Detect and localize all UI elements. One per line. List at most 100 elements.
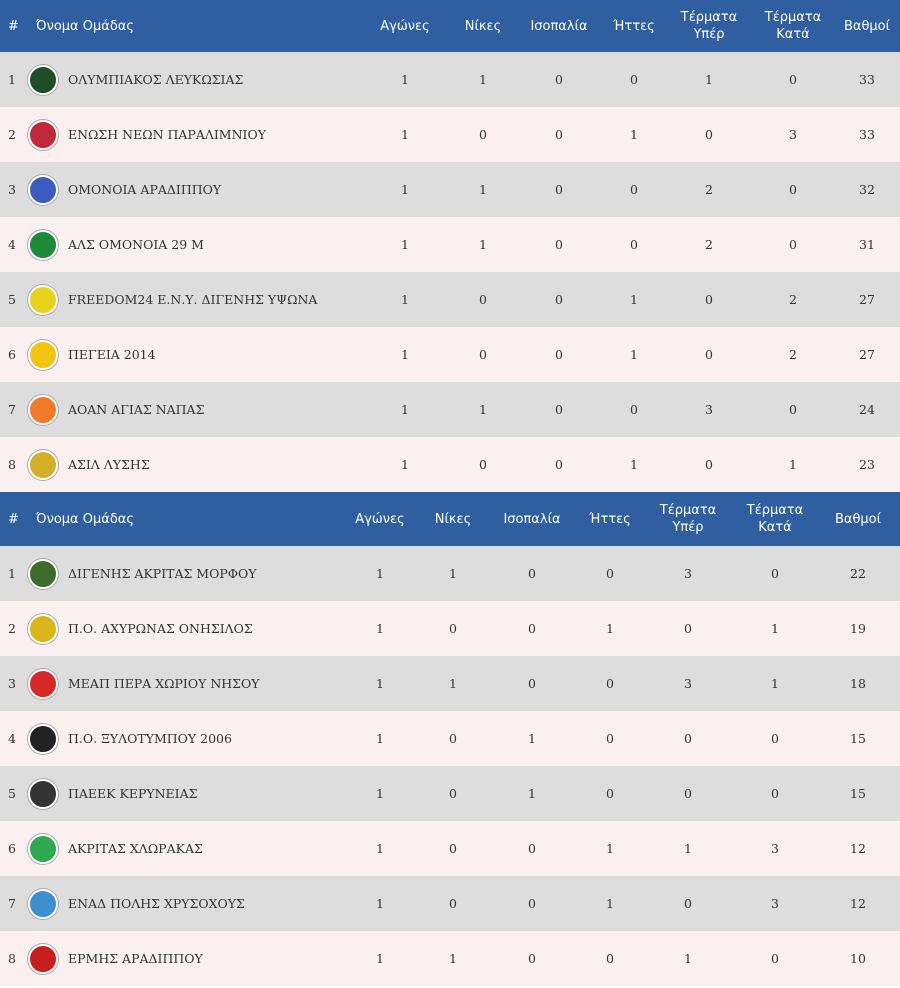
col-header-losses[interactable]: Ήττες [578, 492, 642, 546]
col-header-goals-for[interactable]: Τέρματα Υπέρ [666, 0, 752, 52]
position-cell: 1 [0, 52, 28, 107]
table-row[interactable]: 3 ΜΕΑΠ ΠΕΡΑ ΧΩΡΙΟΥ ΝΗΣΟΥ 1 1 0 0 3 1 18 [0, 656, 900, 711]
team-link[interactable]: ΕΝΩΣΗ ΝΕΩΝ ΠΑΡΑΛΙΜΝΙΟΥ [28, 119, 360, 150]
table-row[interactable]: 7 ΕΝΑΔ ΠΟΛΗΣ ΧΡΥΣΟΧΟΥΣ 1 0 0 1 0 3 12 [0, 876, 900, 931]
goals-against-cell: 3 [734, 821, 816, 876]
table-row[interactable]: 1 ΟΛΥΜΠΙΑΚΟΣ ΛΕΥΚΩΣΙΑΣ 1 1 0 0 1 0 33 [0, 52, 900, 107]
draws-cell: 1 [486, 711, 578, 766]
col-header-played[interactable]: Αγώνες [340, 492, 420, 546]
team-link[interactable]: Π.Ο. ΞΥΛΟΤΥΜΠΟΥ 2006 [28, 723, 340, 754]
wins-cell: 0 [450, 272, 516, 327]
goals-against-cell: 0 [752, 217, 834, 272]
played-cell: 1 [360, 437, 450, 492]
points-cell: 15 [816, 711, 900, 766]
paeek-eagle-icon [28, 778, 58, 809]
team-link[interactable]: Π.Ο. ΑΧΥΡΩΝΑΣ ΟΝΗΣΙΛΟΣ [28, 613, 340, 644]
col-header-losses[interactable]: Ήττες [602, 0, 666, 52]
table-row[interactable]: 5 FREEDOM24 Ε.Ν.Υ. ΔΙΓΕΝΗΣ ΥΨΩΝΑ 1 0 0 1 0 2 27 [0, 272, 900, 327]
team-link[interactable]: FREEDOM24 Ε.Ν.Υ. ΔΙΓΕΝΗΣ ΥΨΩΝΑ [28, 284, 360, 315]
col-header-wins[interactable]: Νίκες [420, 492, 486, 546]
played-cell: 1 [340, 821, 420, 876]
losses-cell: 0 [578, 931, 642, 986]
position-cell: 6 [0, 821, 28, 876]
wins-cell: 1 [450, 382, 516, 437]
played-cell: 1 [340, 876, 420, 931]
col-header-pos[interactable]: # [0, 492, 28, 546]
table-row[interactable]: 4 Π.Ο. ΞΥΛΟΤΥΜΠΟΥ 2006 1 0 1 0 0 0 15 [0, 711, 900, 766]
draws-cell: 0 [486, 656, 578, 711]
team-link[interactable]: ΕΡΜΗΣ ΑΡΑΔΙΠΠΟΥ [28, 943, 340, 974]
team-link[interactable]: ΜΕΑΠ ΠΕΡΑ ΧΩΡΙΟΥ ΝΗΣΟΥ [28, 668, 340, 699]
team-link[interactable]: ΑΣΙΛ ΛΥΣΗΣ [28, 449, 360, 480]
col-header-goals-for[interactable]: Τέρματα Υπέρ [642, 492, 734, 546]
team-link[interactable]: ΟΛΥΜΠΙΑΚΟΣ ΛΕΥΚΩΣΙΑΣ [28, 64, 360, 95]
team-cell: ΟΛΥΜΠΙΑΚΟΣ ΛΕΥΚΩΣΙΑΣ [28, 52, 360, 107]
losses-cell: 0 [602, 382, 666, 437]
col-header-played[interactable]: Αγώνες [360, 0, 450, 52]
team-link[interactable]: ΑΟΑΝ ΑΓΙΑΣ ΝΑΠΑΣ [28, 394, 360, 425]
table-row[interactable]: 5 ΠΑΕΕΚ ΚΕΡΥΝΕΙΑΣ 1 0 1 0 0 0 15 [0, 766, 900, 821]
team-name: ΕΡΜΗΣ ΑΡΑΔΙΠΠΟΥ [68, 951, 203, 966]
goals-against-cell: 0 [734, 546, 816, 601]
points-cell: 18 [816, 656, 900, 711]
team-name: ΑΚΡΙΤΑΣ ΧΛΩΡΑΚΑΣ [68, 841, 203, 856]
table-row[interactable]: 8 ΑΣΙΛ ΛΥΣΗΣ 1 0 0 1 0 1 23 [0, 437, 900, 492]
goals-against-cell: 0 [734, 931, 816, 986]
losses-cell: 0 [602, 217, 666, 272]
wins-cell: 0 [450, 327, 516, 382]
table-row[interactable]: 2 ΕΝΩΣΗ ΝΕΩΝ ΠΑΡΑΛΙΜΝΙΟΥ 1 0 0 1 0 3 33 [0, 107, 900, 162]
draws-cell: 0 [516, 217, 602, 272]
omonoia-aradippou-crest-icon [28, 174, 58, 205]
goals-for-cell: 0 [642, 876, 734, 931]
wins-cell: 1 [420, 546, 486, 601]
col-header-team[interactable]: Όνομα Ομάδας [28, 0, 360, 52]
losses-cell: 0 [578, 546, 642, 601]
draws-cell: 0 [516, 272, 602, 327]
draws-cell: 0 [516, 107, 602, 162]
team-link[interactable]: ΑΛΣ ΟΜΟΝΟΙΑ 29 Μ [28, 229, 360, 260]
col-header-points[interactable]: Βαθμοί [834, 0, 900, 52]
goals-for-cell: 0 [642, 711, 734, 766]
team-link[interactable]: ΟΜΟΝΟΙΑ ΑΡΑΔΙΠΠΟΥ [28, 174, 360, 205]
col-header-wins[interactable]: Νίκες [450, 0, 516, 52]
table-row[interactable]: 4 ΑΛΣ ΟΜΟΝΟΙΑ 29 Μ 1 1 0 0 2 0 31 [0, 217, 900, 272]
position-cell: 8 [0, 437, 28, 492]
goals-for-cell: 0 [666, 327, 752, 382]
table-row[interactable]: 2 Π.Ο. ΑΧΥΡΩΝΑΣ ΟΝΗΣΙΛΟΣ 1 0 0 1 0 1 19 [0, 601, 900, 656]
played-cell: 1 [340, 711, 420, 766]
goals-for-cell: 2 [666, 217, 752, 272]
table-row[interactable]: 3 ΟΜΟΝΟΙΑ ΑΡΑΔΙΠΠΟΥ 1 1 0 0 2 0 32 [0, 162, 900, 217]
table-row[interactable]: 6 ΑΚΡΙΤΑΣ ΧΛΩΡΑΚΑΣ 1 0 0 1 1 3 12 [0, 821, 900, 876]
team-cell: ΑΛΣ ΟΜΟΝΟΙΑ 29 Μ [28, 217, 360, 272]
team-link[interactable]: ΕΝΑΔ ΠΟΛΗΣ ΧΡΥΣΟΧΟΥΣ [28, 888, 340, 919]
wins-cell: 0 [420, 876, 486, 931]
team-cell: Π.Ο. ΑΧΥΡΩΝΑΣ ΟΝΗΣΙΛΟΣ [28, 601, 340, 656]
col-header-draws[interactable]: Ισοπαλία [486, 492, 578, 546]
team-link[interactable]: ΠΕΓΕΙΑ 2014 [28, 339, 360, 370]
team-link[interactable]: ΠΑΕΕΚ ΚΕΡΥΝΕΙΑΣ [28, 778, 340, 809]
team-cell: ΕΝΩΣΗ ΝΕΩΝ ΠΑΡΑΛΙΜΝΙΟΥ [28, 107, 360, 162]
played-cell: 1 [360, 217, 450, 272]
col-header-points[interactable]: Βαθμοί [816, 492, 900, 546]
points-cell: 33 [834, 52, 900, 107]
col-header-draws[interactable]: Ισοπαλία [516, 0, 602, 52]
losses-cell: 1 [602, 272, 666, 327]
col-header-team[interactable]: Όνομα Ομάδας [28, 492, 340, 546]
losses-cell: 1 [602, 437, 666, 492]
col-header-pos[interactable]: # [0, 0, 28, 52]
table-row[interactable]: 7 ΑΟΑΝ ΑΓΙΑΣ ΝΑΠΑΣ 1 1 0 0 3 0 24 [0, 382, 900, 437]
team-link[interactable]: ΑΚΡΙΤΑΣ ΧΛΩΡΑΚΑΣ [28, 833, 340, 864]
col-header-goals-against[interactable]: Τέρματα Κατά [752, 0, 834, 52]
col-header-goals-for-line2: Υπέρ [693, 27, 725, 42]
table-row[interactable]: 1 ΔΙΓΕΝΗΣ ΑΚΡΙΤΑΣ ΜΟΡΦΟΥ 1 1 0 0 3 0 22 [0, 546, 900, 601]
team-name: ΕΝΩΣΗ ΝΕΩΝ ΠΑΡΑΛΙΜΝΙΟΥ [68, 127, 266, 142]
col-header-goals-for-line2: Υπέρ [672, 520, 704, 535]
standings-table-1: # Όνομα Ομάδας Αγώνες Νίκες Ισοπαλία Ήττ… [0, 0, 900, 492]
digenis-ypsona-crest-icon [28, 284, 58, 315]
table-row[interactable]: 6 ΠΕΓΕΙΑ 2014 1 0 0 1 0 2 27 [0, 327, 900, 382]
standings-table-2: # Όνομα Ομάδας Αγώνες Νίκες Ισοπαλία Ήττ… [0, 492, 900, 986]
team-link[interactable]: ΔΙΓΕΝΗΣ ΑΚΡΙΤΑΣ ΜΟΡΦΟΥ [28, 558, 340, 589]
goals-for-cell: 0 [666, 437, 752, 492]
table-row[interactable]: 8 ΕΡΜΗΣ ΑΡΑΔΙΠΠΟΥ 1 1 0 0 1 0 10 [0, 931, 900, 986]
col-header-goals-against[interactable]: Τέρματα Κατά [734, 492, 816, 546]
